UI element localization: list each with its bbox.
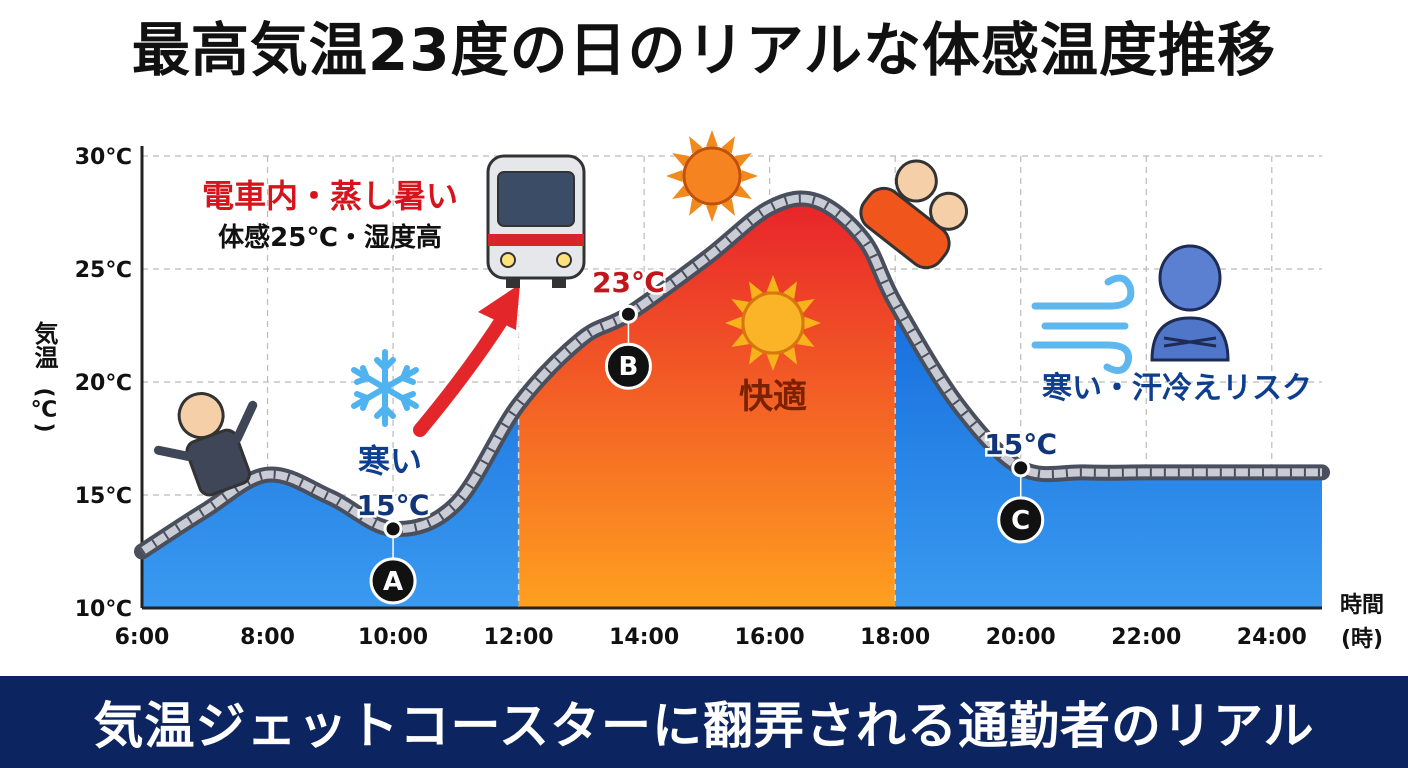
axes [140,146,1322,610]
data-point-value: 23℃ [592,266,665,299]
sun-ray [672,153,690,167]
y-tick-label: 15℃ [75,484,132,509]
data-point-badge [604,342,652,390]
data-point-label: C [1011,506,1030,536]
data-point-value: 15℃ [984,428,1057,461]
data-point-dot [618,304,638,324]
x-tick-label: 12:00 [484,625,554,650]
sun-ray [766,354,780,371]
y-axis-unit: (℃) [31,387,57,432]
tick-labels: 10℃ 15℃ 20℃ 25℃ 30℃ 6:00 8:00 10:00 12:00 14:00 16… [75,145,1307,650]
x-tick-label: 8:00 [240,625,295,650]
banner-text: 気温ジェットコースターに翻弄される通勤者のリアル [93,697,1315,755]
sun-ray [725,316,742,330]
x-tick-label: 22:00 [1111,625,1181,650]
data-points: A 15℃ B 23℃ C 15℃ [354,264,1060,605]
sun-ray [766,275,780,292]
y-tick-label: 10℃ [75,597,132,622]
sun-comfort-icon [725,275,821,371]
x-tick-label: 16:00 [735,625,805,650]
sun-icon [666,130,758,222]
x-tick-label: 18:00 [860,625,930,650]
rising-arrow-icon [413,284,520,437]
data-point-badge [997,496,1045,544]
falling-person-icon [153,392,258,497]
x-axis-label: 時間 [1340,593,1384,618]
x-tick-label: 6:00 [115,625,170,650]
sun-ray [706,130,718,147]
sun-ray [689,198,703,216]
evening-annotation: 寒い・汗冷えリスク [1042,371,1312,406]
zone-boundaries [517,276,896,608]
train-annotation-sub: 体感25℃・湿度高 [218,222,442,253]
wind-icon [1031,274,1135,374]
page-title: 最高気温23度の日のリアルな体感温度推移 [131,16,1277,84]
x-tick-label: 10:00 [358,625,428,650]
sun-ray [689,136,703,154]
sun-ray [672,185,690,199]
y-tick-label: 25℃ [75,258,132,283]
sun-ray [804,316,821,330]
data-point-dot [1011,458,1031,478]
data-point-badge [369,557,417,605]
train-icon [486,154,586,288]
x-tick-label: 14:00 [609,625,679,650]
sun-ray [706,205,718,222]
y-tick-label: 30℃ [75,145,132,170]
sun-ray [721,198,735,216]
data-point-dot [383,519,403,539]
comfort-annotation: 快適 [739,377,807,417]
cold-person-icon [1150,244,1230,362]
sun-ray [666,170,683,182]
x-axis-unit: (時) [1341,627,1383,652]
data-point-value: 15℃ [357,489,430,522]
sun-ray [734,153,752,167]
x-tick-label: 24:00 [1237,625,1307,650]
sun-ray [741,170,758,182]
y-axis-label: 気温 [30,320,58,369]
x-tick-label: 20:00 [986,625,1056,650]
sun-ray [734,185,752,199]
data-point-label: A [383,567,403,597]
track-inner [139,194,1322,555]
roller-coaster-car-icon [859,159,969,270]
snowflake-icon [351,349,419,427]
y-tick-label: 20℃ [75,371,132,396]
footer-banner: 気温ジェットコースターに翻弄される通勤者のリアル [0,676,1408,768]
train-annotation-title: 電車内・蒸し暑い [202,177,458,215]
temperature-chart: 10℃ 15℃ 20℃ 25℃ 30℃ 6:00 8:00 10:00 12:00 14:00 16… [30,130,1384,652]
coaster-track [134,190,1330,560]
sun-ray [721,136,735,154]
cold-annotation: 寒い [358,442,422,480]
data-point-label: B [619,352,639,382]
warm-area [518,198,896,608]
